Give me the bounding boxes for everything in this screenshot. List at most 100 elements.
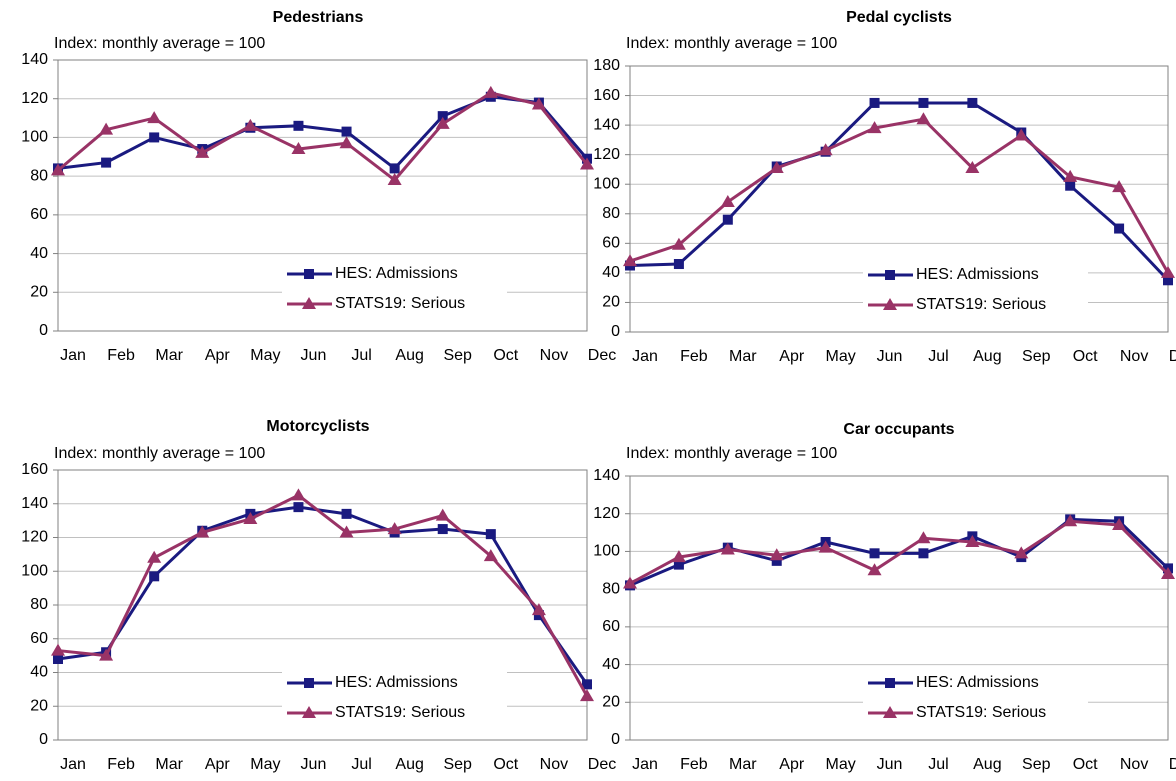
plot-frame — [629, 475, 1169, 741]
marker — [1161, 265, 1175, 278]
marker — [623, 576, 637, 589]
marker — [195, 525, 210, 538]
series-line — [57, 493, 589, 697]
y-tick-label: 180 — [593, 57, 620, 74]
y-tick-label: 20 — [30, 284, 48, 301]
x-tick-label: Nov — [1120, 756, 1148, 773]
marker — [341, 126, 352, 137]
marker — [339, 525, 354, 538]
chart-panel: Pedal cyclists Index: monthly average = 1… — [593, 9, 1176, 365]
legend-marker — [302, 297, 316, 309]
x-tick-label: Mar — [155, 347, 183, 364]
y-tick-label: 120 — [21, 90, 48, 107]
legend-box — [282, 259, 507, 319]
x-tick-label: May — [826, 348, 856, 365]
y-tick-label: 0 — [39, 322, 48, 339]
marker — [967, 97, 978, 108]
y-tick-label: 160 — [21, 461, 48, 478]
marker — [869, 97, 880, 108]
x-tick-label: Jun — [301, 347, 327, 364]
marker — [916, 531, 931, 544]
legend-label: STATS19: Serious — [335, 295, 465, 312]
marker — [722, 214, 733, 225]
x-tick-label: Nov — [540, 756, 568, 773]
x-tick-label: Oct — [1073, 348, 1098, 365]
marker — [437, 524, 448, 535]
marker — [291, 142, 306, 155]
series-line — [629, 101, 1170, 282]
marker — [769, 548, 784, 561]
x-tick-label: Jan — [632, 756, 658, 773]
marker — [1063, 514, 1078, 527]
marker — [1112, 180, 1127, 193]
x-tick-label: Jul — [351, 756, 371, 773]
legend-label: STATS19: Serious — [335, 704, 465, 721]
marker — [389, 163, 400, 174]
marker — [435, 116, 450, 129]
y-tick-label: 20 — [602, 694, 620, 711]
marker — [918, 97, 929, 108]
y-tick-label: 40 — [602, 264, 620, 281]
marker — [673, 259, 684, 270]
x-tick-label: Jan — [632, 348, 658, 365]
marker — [1163, 275, 1173, 286]
y-tick-label: 140 — [593, 467, 620, 484]
legend-marker — [304, 678, 314, 688]
chart-title: Motorcyclists — [266, 418, 369, 435]
x-tick-label: Sep — [1022, 348, 1051, 365]
marker — [339, 136, 354, 149]
y-tick-label: 0 — [611, 323, 620, 340]
x-tick-label: Dec — [1169, 348, 1176, 365]
x-tick-label: Dec — [1169, 756, 1176, 773]
y-tick-label: 20 — [602, 294, 620, 311]
x-tick-label: Aug — [395, 347, 423, 364]
y-tick-label: 60 — [602, 618, 620, 635]
y-tick-label: 60 — [30, 630, 48, 647]
legend-box — [282, 668, 507, 728]
x-tick-label: Apr — [779, 756, 805, 773]
marker — [965, 160, 980, 173]
x-tick-label: Dec — [588, 347, 616, 364]
x-tick-label: Mar — [155, 756, 183, 773]
marker — [293, 502, 304, 513]
marker — [769, 160, 784, 173]
marker — [818, 143, 833, 156]
marker — [531, 603, 546, 616]
x-tick-label: Jan — [60, 756, 86, 773]
marker — [671, 550, 686, 563]
y-tick-label: 140 — [21, 495, 48, 512]
marker — [869, 548, 880, 559]
y-tick-label: 100 — [21, 129, 48, 146]
x-tick-label: Aug — [973, 348, 1001, 365]
y-tick-label: 80 — [602, 580, 620, 597]
x-tick-label: Jul — [928, 348, 948, 365]
x-tick-label: Mar — [729, 756, 757, 773]
series-line — [57, 505, 589, 686]
plot-frame — [629, 65, 1169, 333]
x-tick-label: Jul — [351, 347, 371, 364]
x-tick-label: Sep — [1022, 756, 1051, 773]
x-tick-label: Apr — [205, 756, 231, 773]
marker — [1065, 180, 1076, 191]
marker — [293, 120, 304, 131]
y-tick-label: 120 — [593, 505, 620, 522]
y-tick-label: 0 — [39, 731, 48, 748]
marker — [671, 237, 686, 250]
marker — [149, 571, 160, 582]
marker — [818, 540, 833, 553]
series-line — [57, 95, 589, 171]
y-tick-label: 120 — [21, 529, 48, 546]
y-tick-label: 120 — [593, 146, 620, 163]
marker — [51, 643, 65, 656]
x-tick-label: Mar — [729, 348, 757, 365]
marker — [147, 550, 162, 563]
y-tick-label: 40 — [602, 656, 620, 673]
x-tick-label: Sep — [443, 756, 472, 773]
legend-marker — [304, 269, 314, 279]
x-tick-label: Jun — [877, 756, 903, 773]
chart-panel: Pedestrians Index: monthly average = 100 0… — [21, 9, 616, 364]
legend-label: HES: Admissions — [916, 266, 1039, 283]
x-tick-label: Feb — [107, 756, 135, 773]
marker — [916, 112, 931, 125]
